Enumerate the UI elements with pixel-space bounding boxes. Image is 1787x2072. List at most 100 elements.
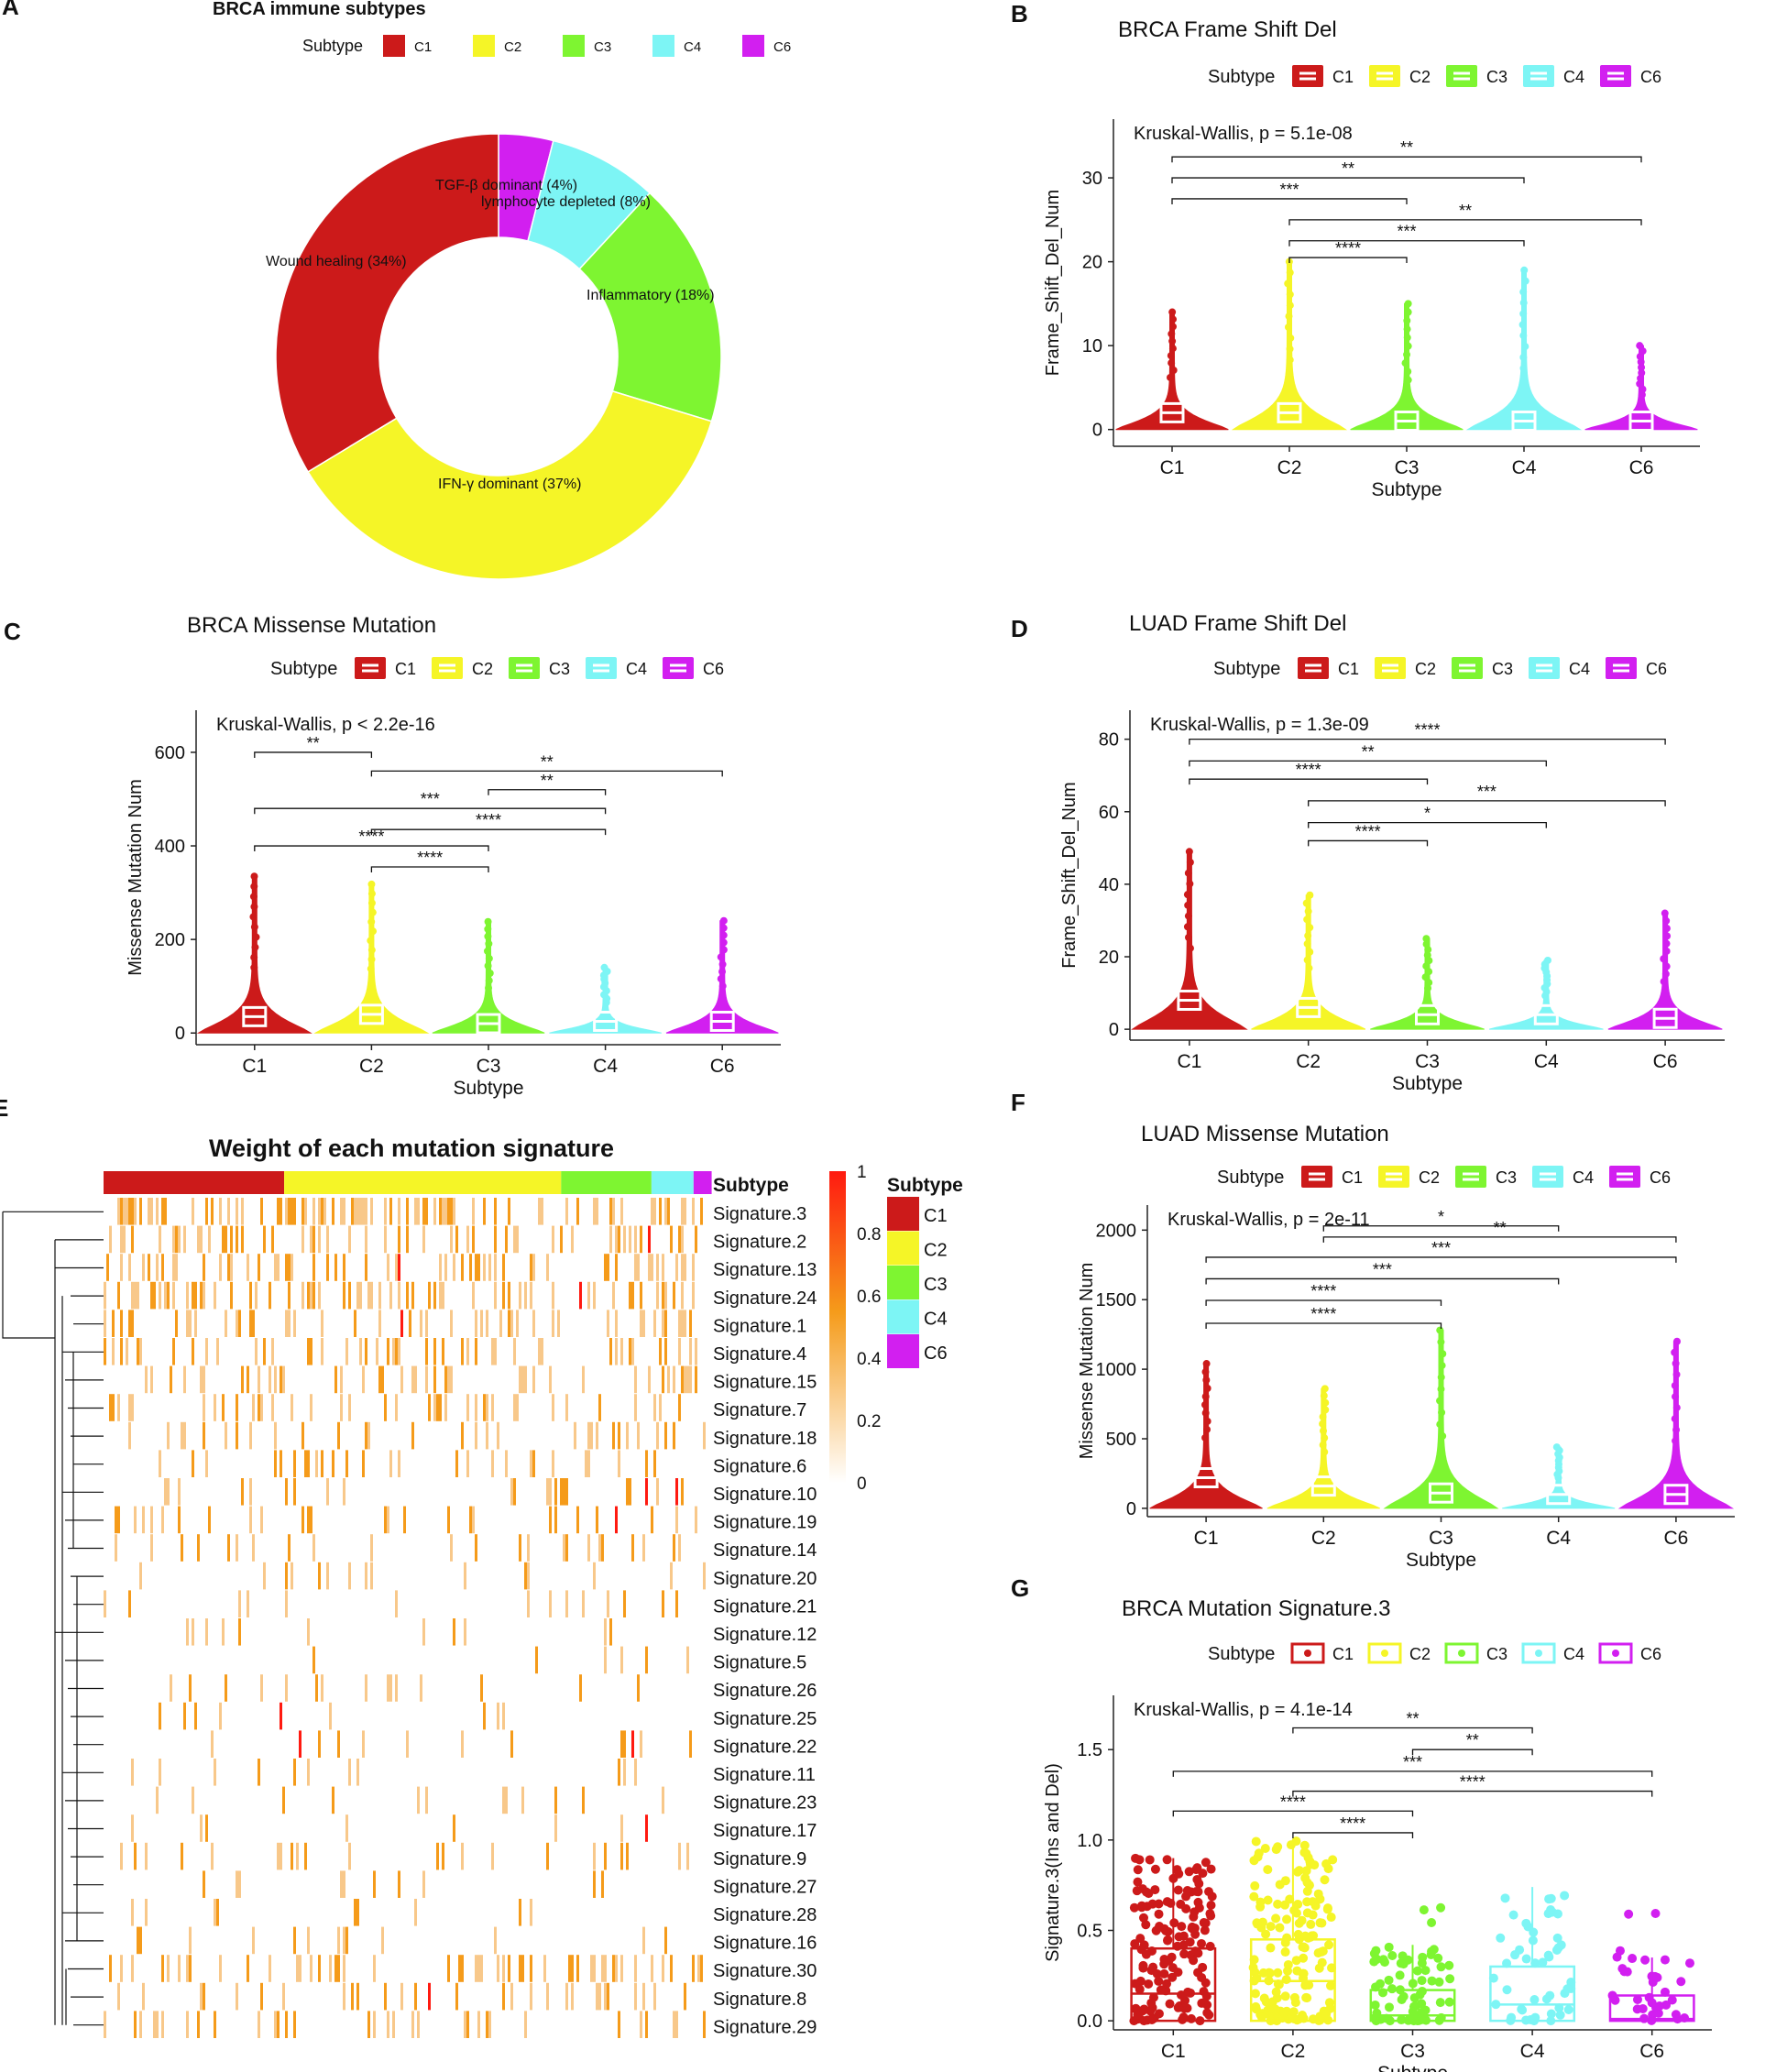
legend-key-c6 — [1609, 1166, 1640, 1188]
panel-letter: F — [1011, 1089, 1025, 1116]
heat-cell — [645, 1478, 648, 1506]
heat-cell — [329, 1955, 332, 1982]
legend-item-c1: C1 — [1292, 65, 1354, 87]
legend-label-c4: C4 — [1573, 1168, 1594, 1187]
heat-cell — [494, 1926, 497, 1955]
heat-cell — [557, 1310, 560, 1337]
jitter-point-c3 — [1436, 1902, 1446, 1913]
heat-cell — [565, 1590, 568, 1617]
heat-cell — [172, 1254, 175, 1281]
violin-point-c3 — [1404, 300, 1412, 308]
violin-point-c2 — [367, 937, 375, 945]
jitter-point-c1 — [1145, 1855, 1155, 1865]
jitter-point-c4 — [1500, 1893, 1510, 1903]
y-tick-label: 1.5 — [1077, 1740, 1102, 1760]
jitter-point-c1 — [1200, 1918, 1211, 1928]
row-label-signature-20: Signature.20 — [713, 1569, 817, 1589]
heat-cell — [137, 1926, 139, 1955]
y-tick-label: 1.0 — [1077, 1831, 1102, 1851]
heat-cell — [475, 1338, 477, 1365]
heat-cell — [304, 1450, 307, 1477]
violin-point-c2 — [1321, 1448, 1329, 1456]
heat-cell — [593, 1281, 596, 1310]
jitter-point-c3 — [1384, 1975, 1394, 1985]
row-label-signature-12: Signature.12 — [713, 1625, 817, 1645]
heat-cell — [442, 1281, 444, 1310]
violin-point-c2 — [367, 955, 376, 963]
heat-cell — [626, 1421, 629, 1450]
legend-item-c2: C2 — [1367, 1642, 1431, 1664]
legend-label-c1: C1 — [1332, 68, 1354, 86]
bracket-label: **** — [1310, 1305, 1336, 1323]
heat-cell — [662, 1254, 664, 1281]
heat-cell — [466, 1225, 469, 1254]
heat-cell — [483, 1198, 486, 1225]
heat-cell — [568, 1955, 571, 1982]
heat-cell — [664, 1281, 667, 1310]
heat-cell — [455, 1225, 458, 1254]
heat-cell — [439, 1254, 442, 1281]
jitter-point-c3 — [1417, 1999, 1427, 2009]
bracket-c1-c3: **** — [1172, 1792, 1414, 1817]
y-tick-label: 30 — [1082, 169, 1102, 189]
heat-cell — [425, 1365, 428, 1394]
violin-point-c6 — [1671, 1348, 1679, 1356]
heat-cell — [277, 1254, 280, 1281]
violin-point-c2 — [1321, 1385, 1329, 1393]
heat-cell — [334, 1955, 337, 1982]
bracket-label: ** — [1459, 202, 1472, 220]
jitter-point-c1 — [1132, 1886, 1142, 1896]
legend-title: Subtype — [1208, 1644, 1275, 1664]
heat-cell — [491, 1338, 494, 1365]
heat-cell — [345, 1338, 348, 1365]
heat-cell — [142, 1982, 145, 2011]
heat-cell — [249, 1310, 252, 1337]
heat-cell — [367, 2011, 370, 2038]
jitter-point-c2 — [1280, 1947, 1290, 1957]
heat-cell — [150, 1365, 153, 1394]
bracket-line — [1288, 240, 1525, 247]
heat-cell — [681, 1365, 684, 1394]
violin-point-c6 — [1638, 368, 1646, 377]
heat-cell — [626, 1842, 629, 1870]
heat-cell — [615, 1225, 618, 1254]
heat-cell — [258, 1254, 260, 1281]
heat-cell — [310, 1281, 312, 1310]
heat-cell — [450, 1198, 453, 1225]
bracket-line — [1205, 1322, 1442, 1330]
heat-cell — [131, 1198, 134, 1225]
heat-cell — [472, 1281, 475, 1310]
legend-key-c3 — [1446, 65, 1477, 87]
heat-cell — [258, 1365, 260, 1394]
heat-cell — [524, 1562, 527, 1590]
heat-cell — [280, 1198, 282, 1225]
heat-cell — [252, 1534, 255, 1562]
heat-cell — [439, 1281, 442, 1310]
heat-cell — [411, 1365, 414, 1394]
heat-cell — [291, 1842, 293, 1870]
heat-cell — [543, 1955, 546, 1982]
heat-cell — [656, 1421, 659, 1450]
heat-cell — [560, 1478, 563, 1506]
heat-cell — [513, 1225, 516, 1254]
heat-cell — [326, 1478, 329, 1506]
heat-cell — [508, 1198, 510, 1225]
heat-cell — [403, 1506, 406, 1534]
bracket-line — [1172, 1771, 1653, 1777]
bracket-label: ** — [541, 772, 554, 790]
jitter-point-c2 — [1291, 1836, 1301, 1847]
jitter-point-c1 — [1189, 1912, 1199, 1922]
heat-cell — [134, 1281, 137, 1310]
heat-cell — [258, 1394, 260, 1421]
heat-cell — [477, 1955, 480, 1982]
heat-cell — [186, 1281, 189, 1310]
subtype-legend-key-c3 — [887, 1266, 919, 1299]
heat-cell — [293, 1198, 296, 1225]
heat-cell — [565, 1982, 568, 2011]
violin-point-c2 — [1319, 1420, 1327, 1428]
legend-label-c6: C6 — [773, 39, 791, 55]
heat-cell — [453, 1254, 455, 1281]
violin-point-c6 — [1672, 1370, 1681, 1378]
heat-cell — [695, 1506, 697, 1534]
